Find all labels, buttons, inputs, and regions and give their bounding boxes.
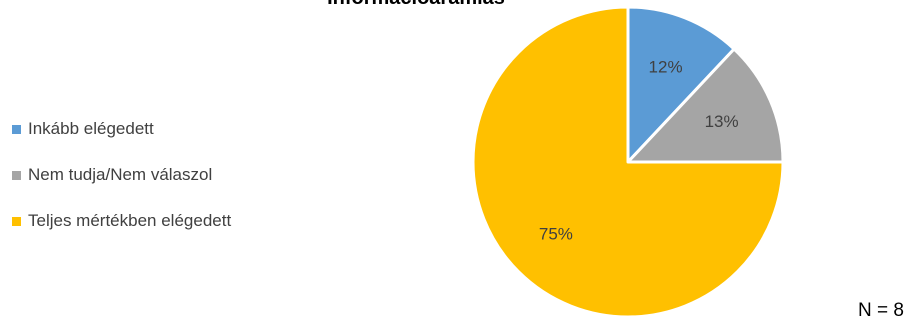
pie-slice-1 [626,47,785,164]
sample-size-note: N = 8 [858,300,904,321]
slice-value-label-1: 13% [705,112,739,131]
slice-value-label-0: 12% [649,58,683,77]
legend-item-1: Nem tudja/Nem válaszol [12,152,231,198]
legend-label-2: Teljes mértékben elégedett [28,211,232,230]
legend-swatch-1 [12,170,21,180]
pie-slice-0 [626,5,736,164]
slice-value-label-2: 75% [539,225,573,244]
legend-label-1: Nem tudja/Nem válaszol [28,165,213,184]
legend-item-0: Inkább elégedett [12,106,231,152]
legend-item-2: Teljes mértékben elégedett [12,198,231,244]
legend-swatch-2 [12,216,21,226]
legend: Inkább elégedett Nem tudja/Nem válaszol Te… [12,106,231,244]
chart-title: Információáramlás [0,0,832,10]
pie-slice-2 [471,5,785,319]
legend-swatch-0 [12,124,21,134]
legend-label-0: Inkább elégedett [28,119,154,138]
